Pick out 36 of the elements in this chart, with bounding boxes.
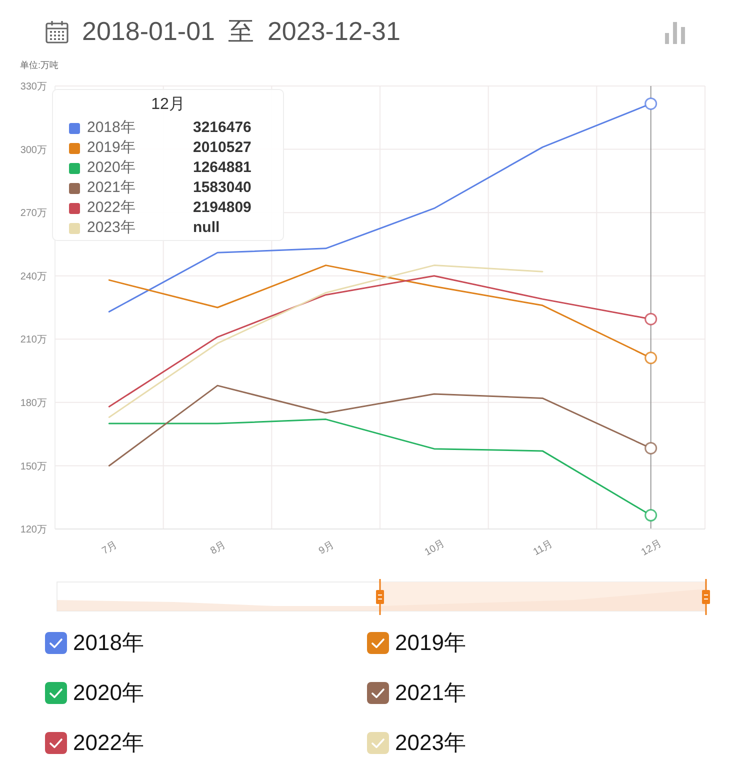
legend-label: 2020年	[73, 680, 144, 705]
annotation: 1583040	[193, 179, 252, 196]
annotation: null	[193, 219, 220, 236]
chart-title: 2018-01-01 至 2023-12-31	[82, 16, 400, 46]
legend-label: 2018年	[87, 119, 136, 136]
legend-label: 2019年	[87, 139, 136, 156]
text: 2023年	[395, 730, 466, 755]
y-tick-label: 300万	[20, 144, 47, 156]
y-tick-label: 180万	[20, 398, 47, 409]
y-tick-label: 210万	[20, 334, 47, 346]
y-tick-label: 240万	[20, 271, 47, 282]
legend-label: 2021年	[87, 179, 136, 196]
x-tick-label: 10月	[423, 538, 447, 558]
x-tick-label: 11月	[532, 538, 555, 558]
annotation: 12月	[151, 96, 185, 113]
text: 2019年	[395, 630, 466, 655]
annotation: 3216476	[193, 119, 252, 136]
x-tick-label: 9月	[317, 540, 336, 557]
x-tick-label: 8月	[208, 540, 228, 557]
text: 2018年	[73, 630, 144, 655]
annotation: 2194809	[193, 199, 252, 216]
line-series	[108, 264, 544, 418]
legend-label: 2022年	[87, 199, 136, 216]
y-tick-label: 120万	[20, 524, 47, 536]
annotation: 2010527	[193, 139, 252, 156]
y-tick-label: 330万	[20, 82, 47, 93]
y-tick-label: 270万	[20, 208, 47, 220]
text: 2022年	[73, 730, 144, 755]
text: 2021年	[395, 680, 466, 705]
y-axis-title: 单位:万吨	[20, 60, 59, 70]
x-tick-label: 12月	[640, 538, 664, 558]
legend-label: 2023年	[87, 219, 136, 236]
text: 2020年	[87, 159, 136, 176]
annotation: 1264881	[193, 159, 252, 176]
y-tick-label: 150万	[20, 461, 47, 472]
x-tick-label: 7月	[100, 540, 120, 557]
